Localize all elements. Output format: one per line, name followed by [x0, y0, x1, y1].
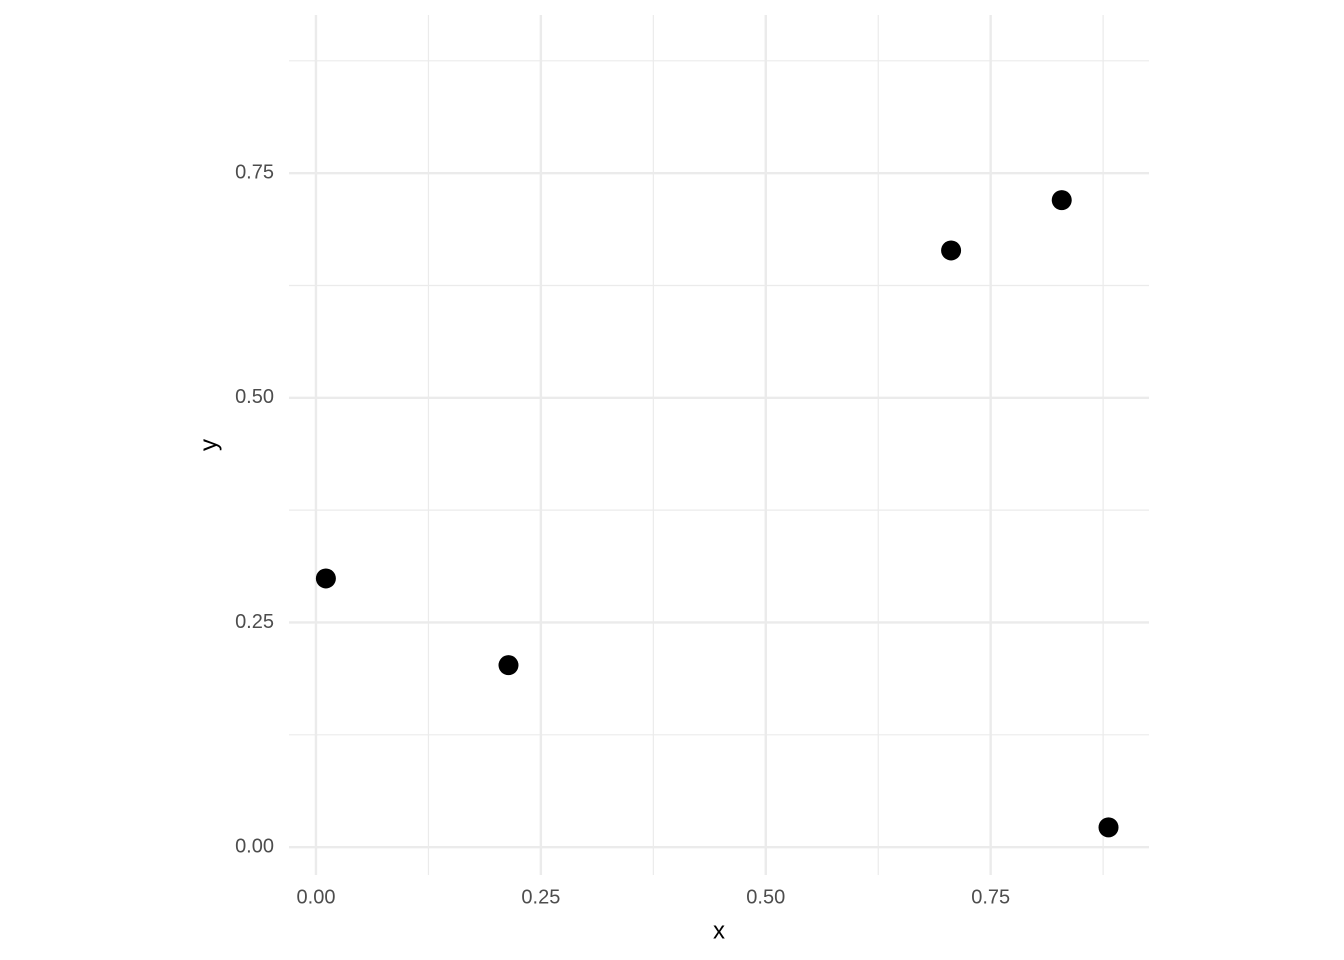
point: [1051, 190, 1072, 211]
x-axis-title: x: [713, 917, 725, 944]
y-tick-label: 0.25: [235, 611, 274, 633]
x-tick-label: 0.25: [521, 886, 560, 908]
point: [1098, 817, 1119, 838]
point: [498, 655, 519, 676]
y-tick-label: 0.50: [235, 386, 274, 408]
y-axis-title: y: [195, 439, 222, 451]
point: [315, 568, 336, 589]
y-tick-label: 0.75: [235, 161, 274, 183]
x-tick-label: 0.50: [746, 886, 785, 908]
point: [941, 240, 962, 261]
y-tick-label: 0.00: [235, 835, 274, 857]
x-tick-label: 0.00: [297, 886, 336, 908]
x-tick-label: 0.75: [971, 886, 1010, 908]
